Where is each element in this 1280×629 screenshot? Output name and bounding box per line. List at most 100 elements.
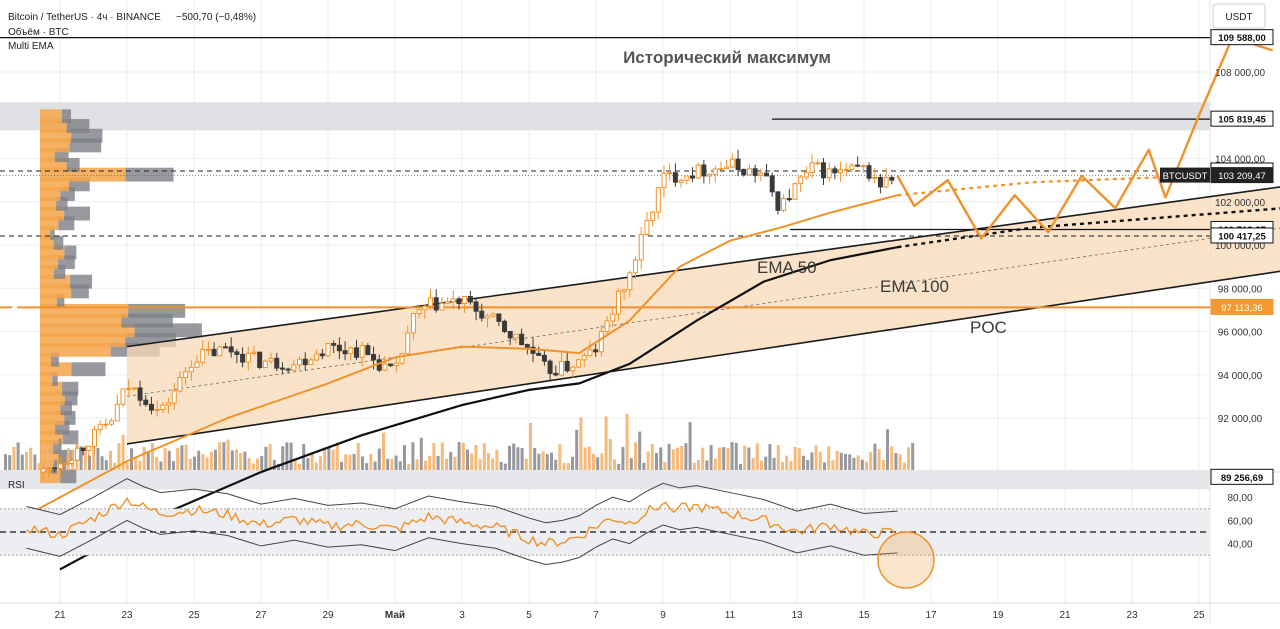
candle-body [184,372,188,378]
volume-bar [676,448,679,470]
candle-body [856,165,860,166]
volume-bar [365,463,368,470]
volume-bar [525,459,528,470]
candle-body [685,176,689,180]
volume-bar [609,439,612,470]
volume-bar [600,453,603,470]
candle-body [252,352,256,353]
volume-bar [126,462,129,470]
candle-body [389,364,393,366]
candle-body [223,347,227,348]
candle-body [241,354,245,362]
volume-bar [579,417,582,470]
x-tick-label: 13 [791,610,803,621]
volume-bar [327,448,330,470]
candle-body [326,344,330,356]
rsi-tick-label: 60,00 [1227,516,1252,527]
candle-body [218,347,222,356]
volume-profile-bar [64,246,76,260]
candle-body [58,464,62,468]
volume-bar [344,454,347,470]
volume-bar [764,457,767,470]
volume-bar [710,445,713,470]
volume-bar [252,463,255,470]
volume-bar [714,459,717,470]
volume-bar [621,447,624,470]
volume-bar [626,414,629,470]
candle-body [47,468,51,469]
volume-bar [96,448,99,470]
candle-body [138,388,142,400]
volume-bar [63,450,66,470]
volume-bar [248,458,251,470]
x-tick-label: 23 [1126,610,1138,621]
candle-body [850,165,854,169]
candle-body [571,367,575,371]
volume-bar [357,443,360,470]
candle-body [440,303,444,310]
volume-bar [25,452,28,470]
candle-body [616,291,620,314]
candle-body [890,177,894,180]
candle-body [753,169,757,176]
candle-body [366,346,370,355]
candle-body [514,334,518,338]
price-badge-label: 89 256,69 [1221,473,1263,484]
volume-bar [697,460,700,470]
candle-body [782,199,786,211]
candle-body [263,361,267,367]
candle-body [149,404,153,410]
candle-body [833,169,837,173]
volume-bar [298,464,301,470]
candle-body [747,169,751,175]
candle-body [87,446,91,450]
volume-bar [206,457,209,470]
volume-bar [449,452,452,470]
candle-body [605,321,609,332]
volume-bar [634,442,637,470]
volume-bar [428,456,431,470]
candle-body [309,360,313,365]
volume-bar [323,447,326,470]
candle-body [867,166,871,178]
volume-bar [529,423,532,470]
candle-body [548,361,552,373]
candle-body [525,345,529,348]
volume-bar [462,443,465,470]
candle-body [337,345,341,350]
volume-bar [747,447,750,470]
volume-bar [592,454,595,470]
rsi-label: RSI [8,480,25,491]
candle-body [343,351,347,354]
volume-bar [176,448,179,470]
candle-body [172,391,176,403]
volume-bar [180,445,183,470]
candle-body [98,424,102,429]
indicator-line: Multi EMA [8,41,54,52]
volume-bar [487,453,490,470]
volume-bar [752,458,755,470]
candle-body [121,389,125,404]
volume-bar [894,453,897,470]
candle-body [873,177,877,178]
candle-body [565,361,569,370]
volume-bar [134,458,137,470]
volume-bar [218,442,221,470]
candle-body [816,163,820,164]
volume-bar [773,458,776,470]
candle-body [132,388,136,389]
rsi-tick-label: 40,00 [1227,540,1252,551]
volume-bar [684,443,687,470]
volume-bar [458,442,461,470]
candle-body [497,314,501,321]
volume-bar [521,448,524,470]
volume-bar [857,455,860,470]
candle-body [480,311,484,318]
volume-bar [571,457,574,470]
volume-bar [735,443,738,470]
candle-body [508,331,512,337]
candle-body [628,273,632,290]
x-tick-label: 21 [1059,610,1071,621]
